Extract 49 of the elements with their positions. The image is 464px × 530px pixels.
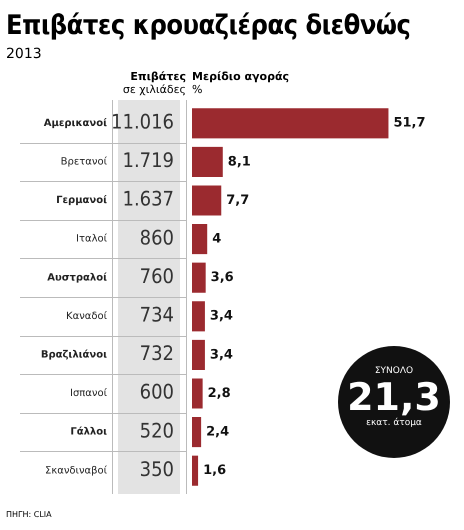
data-label: 2,4 <box>206 424 230 440</box>
text: 760 <box>140 264 174 288</box>
data-label: 1,6 <box>203 463 226 478</box>
circle-badge: ΣΥΝΟΛΟ 21,3 εκατ. άτομα <box>338 346 450 458</box>
bar <box>192 456 198 486</box>
y-tick-label: Βρετανοί <box>60 156 108 168</box>
text: 2013 <box>6 46 42 62</box>
text: 11.016 <box>111 110 174 134</box>
text: 1.719 <box>122 148 174 172</box>
y-tick-label: Βραζιλιάνοι <box>40 349 108 360</box>
bar <box>192 378 203 409</box>
y-tick-label: Αμερικανοί <box>44 118 108 129</box>
bar <box>192 417 202 448</box>
data-label: 51,7 <box>393 116 426 131</box>
y-tick-label: Σκανδιναβοί <box>45 465 108 476</box>
chart-title: Επιβάτες κρουαζιέρας διεθνώς <box>6 10 410 41</box>
annotation: ΣΥΝΟΛΟ <box>374 366 414 376</box>
data-label: 7,7 <box>226 192 250 208</box>
bar <box>192 108 388 138</box>
bar <box>192 224 208 254</box>
text: ΠΗΓΗ: CLIA <box>6 510 52 519</box>
y-tick-label: Ισπανοί <box>70 388 108 400</box>
text: 350 <box>140 456 174 481</box>
text: 520 <box>140 418 174 442</box>
text: Μερίδιο αγοράς % <box>192 70 290 96</box>
bar <box>192 340 205 370</box>
bar <box>192 262 206 293</box>
y-tick-label: Γερμανοί <box>56 195 108 206</box>
text: 732 <box>140 341 174 366</box>
annotation: 21,3 <box>346 375 442 419</box>
bar <box>192 301 205 332</box>
text: 1.637 <box>122 186 174 211</box>
data-label: 2,8 <box>208 386 231 401</box>
bar <box>192 146 223 177</box>
text: 600 <box>140 380 174 404</box>
data-label: 8,1 <box>228 154 251 170</box>
text: Επιβάτες σε χιλιάδες <box>122 70 186 96</box>
bar <box>192 185 222 216</box>
text: 860 <box>140 225 174 250</box>
annotation: εκατ. άτομα <box>365 418 423 428</box>
data-label: 4 <box>212 231 222 246</box>
y-tick-label: Αυστραλοί <box>47 272 108 284</box>
data-label: 3,4 <box>210 308 233 324</box>
y-tick-label: Γάλλοι <box>70 426 108 438</box>
y-tick-label: Ιταλοί <box>76 234 108 245</box>
text: 734 <box>140 302 174 327</box>
y-tick-label: Καναδοί <box>66 310 108 322</box>
data-label: 3,6 <box>210 270 234 286</box>
data-label: 3,4 <box>210 347 233 362</box>
